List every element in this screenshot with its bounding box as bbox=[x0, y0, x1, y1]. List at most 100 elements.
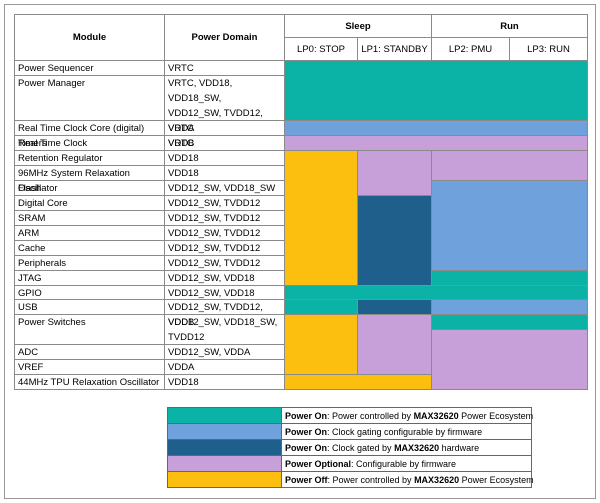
domain-cell: VDD12_SW, VDD18_SW bbox=[164, 180, 285, 196]
module-cell: 44MHz TPU Relaxation Oscillator bbox=[14, 374, 165, 390]
domain-cell: VDD12_SW, VDD18_SW, TVDD12 bbox=[164, 314, 285, 345]
module-cell: Peripherals bbox=[14, 255, 165, 271]
legend-text: Power Off: Power controlled by MAX32620 … bbox=[281, 471, 534, 488]
domain-cell: VDDA bbox=[164, 359, 285, 375]
legend-text-part: Power Ecosystem bbox=[459, 475, 534, 485]
module-cell: ARM bbox=[14, 225, 165, 241]
legend-text-part: : Clock gated by bbox=[327, 443, 395, 453]
state-region bbox=[357, 299, 432, 315]
module-cell: 96MHz System Relaxation Oscillator bbox=[14, 165, 165, 194]
domain-cell: VDD12_SW, TVDD12 bbox=[164, 255, 285, 271]
header-mode: LP0: STOP bbox=[284, 37, 358, 61]
module-cell: GPIO bbox=[14, 285, 165, 300]
domain-line: VRTC, VDD18, VDD18_SW, bbox=[168, 78, 233, 104]
domain-cell: VRTC bbox=[164, 120, 285, 136]
legend-text-part: MAX32620 bbox=[394, 443, 440, 453]
legend-swatch bbox=[167, 455, 282, 472]
legend-text-part: Power Ecosystem bbox=[458, 411, 534, 421]
module-cell: USB bbox=[14, 299, 165, 315]
module-cell: SRAM bbox=[14, 210, 165, 226]
domain-line: VDD12_SW, VDD18_SW bbox=[168, 183, 276, 194]
header-group: Run bbox=[431, 14, 588, 38]
domain-line: VDD12_SW, TVDD12 bbox=[168, 243, 261, 254]
legend-swatch bbox=[167, 471, 282, 488]
header-mode: LP3: RUN bbox=[509, 37, 588, 61]
legend-text-part: Power Optional bbox=[285, 459, 352, 469]
module-cell: Cache bbox=[14, 240, 165, 256]
state-region bbox=[357, 314, 432, 375]
module-cell: Retention Regulator bbox=[14, 150, 165, 166]
domain-cell: VDD18 bbox=[164, 165, 285, 181]
domain-line: VDD12_SW, TVDD12, VDDA bbox=[168, 108, 263, 134]
state-region bbox=[284, 135, 588, 151]
module-cell: Real Time Clock bbox=[14, 135, 165, 151]
module-cell: JTAG bbox=[14, 270, 165, 286]
legend-swatch bbox=[167, 439, 282, 456]
legend-swatch bbox=[167, 407, 282, 424]
domain-line: VDD12_SW, TVDD12 bbox=[168, 213, 261, 224]
state-region bbox=[431, 180, 588, 271]
legend-text-part: Power On bbox=[285, 443, 328, 453]
domain-line: VDD12_SW, VDD18 bbox=[168, 273, 255, 284]
header-mode: LP2: PMU bbox=[431, 37, 510, 61]
domain-cell: VDD12_SW, TVDD12 bbox=[164, 240, 285, 256]
legend-text: Power Optional: Configurable by firmware bbox=[281, 455, 532, 472]
domain-line: VDD12_SW, TVDD12, VDDB bbox=[168, 302, 263, 328]
header-module: Module bbox=[14, 14, 165, 61]
domain-cell: VRTC bbox=[164, 60, 285, 76]
state-region bbox=[431, 270, 588, 286]
domain-cell: VDD18 bbox=[164, 374, 285, 390]
domain-cell: VDD18 bbox=[164, 150, 285, 166]
domain-line: VDD18 bbox=[168, 377, 199, 388]
domain-cell: VRTC bbox=[164, 135, 285, 151]
domain-cell: VDD12_SW, TVDD12, VDDB bbox=[164, 299, 285, 328]
domain-line: VDDA bbox=[168, 362, 195, 373]
domain-cell: VDD12_SW, VDD18 bbox=[164, 285, 285, 300]
module-cell: Flash bbox=[14, 180, 165, 196]
legend-text-part: hardware bbox=[439, 443, 480, 453]
domain-line: VDDB bbox=[168, 138, 195, 149]
legend-text-part: : Power controlled by bbox=[327, 411, 414, 421]
domain-line: VDD12_SW, VDDA bbox=[168, 347, 251, 358]
legend-text: Power On: Clock gating configurable by f… bbox=[281, 423, 532, 440]
header-power-domain: Power Domain bbox=[164, 14, 285, 61]
module-cell: Real Time Clock Core (digital) Timers bbox=[14, 120, 165, 149]
state-region bbox=[284, 120, 588, 136]
state-region bbox=[357, 150, 432, 196]
state-region bbox=[357, 195, 432, 286]
domain-cell: VDD12_SW, TVDD12 bbox=[164, 225, 285, 241]
header-mode: LP1: STANDBY bbox=[357, 37, 432, 61]
module-cell: Power Switches bbox=[14, 314, 165, 345]
state-region bbox=[284, 285, 588, 300]
domain-line: VDD12_SW, TVDD12 bbox=[168, 258, 261, 269]
legend-text-part: Power Off bbox=[285, 475, 328, 485]
domain-line: VDD18 bbox=[168, 153, 199, 164]
legend-text-part: : Power controlled by bbox=[327, 475, 415, 485]
legend-text-part: : Configurable by firmware bbox=[351, 459, 457, 469]
module-cell: Digital Core bbox=[14, 195, 165, 211]
state-region bbox=[431, 314, 588, 330]
domain-cell: VDD12_SW, TVDD12 bbox=[164, 195, 285, 211]
module-cell: VREF bbox=[14, 359, 165, 375]
domain-line: VRTC bbox=[168, 123, 194, 134]
module-cell: Power Manager bbox=[14, 75, 165, 121]
domain-cell: VRTC, VDD18, VDD18_SW, VDD12_SW, TVDD12, … bbox=[164, 75, 285, 149]
legend-swatch bbox=[167, 423, 282, 440]
state-region bbox=[284, 299, 358, 315]
domain-line: VRTC bbox=[168, 138, 194, 149]
legend-text: Power On: Power controlled by MAX32620 P… bbox=[281, 407, 534, 424]
legend-text-part: MAX32620 bbox=[414, 475, 460, 485]
legend-text-part: MAX32620 bbox=[413, 411, 459, 421]
domain-line: VDD12_SW, TVDD12 bbox=[168, 198, 261, 209]
state-region bbox=[284, 374, 432, 390]
domain-line: TVDD12 bbox=[168, 332, 205, 343]
domain-line: VRTC bbox=[168, 63, 194, 74]
domain-cell: VDD12_SW, VDDA bbox=[164, 344, 285, 360]
header-group: Sleep bbox=[284, 14, 432, 38]
frame bbox=[4, 4, 596, 499]
domain-line: VDD18 bbox=[168, 168, 199, 179]
state-region bbox=[284, 60, 588, 121]
domain-line: VDD12_SW, VDD18_SW, bbox=[168, 317, 278, 328]
module-cell: ADC bbox=[14, 344, 165, 360]
